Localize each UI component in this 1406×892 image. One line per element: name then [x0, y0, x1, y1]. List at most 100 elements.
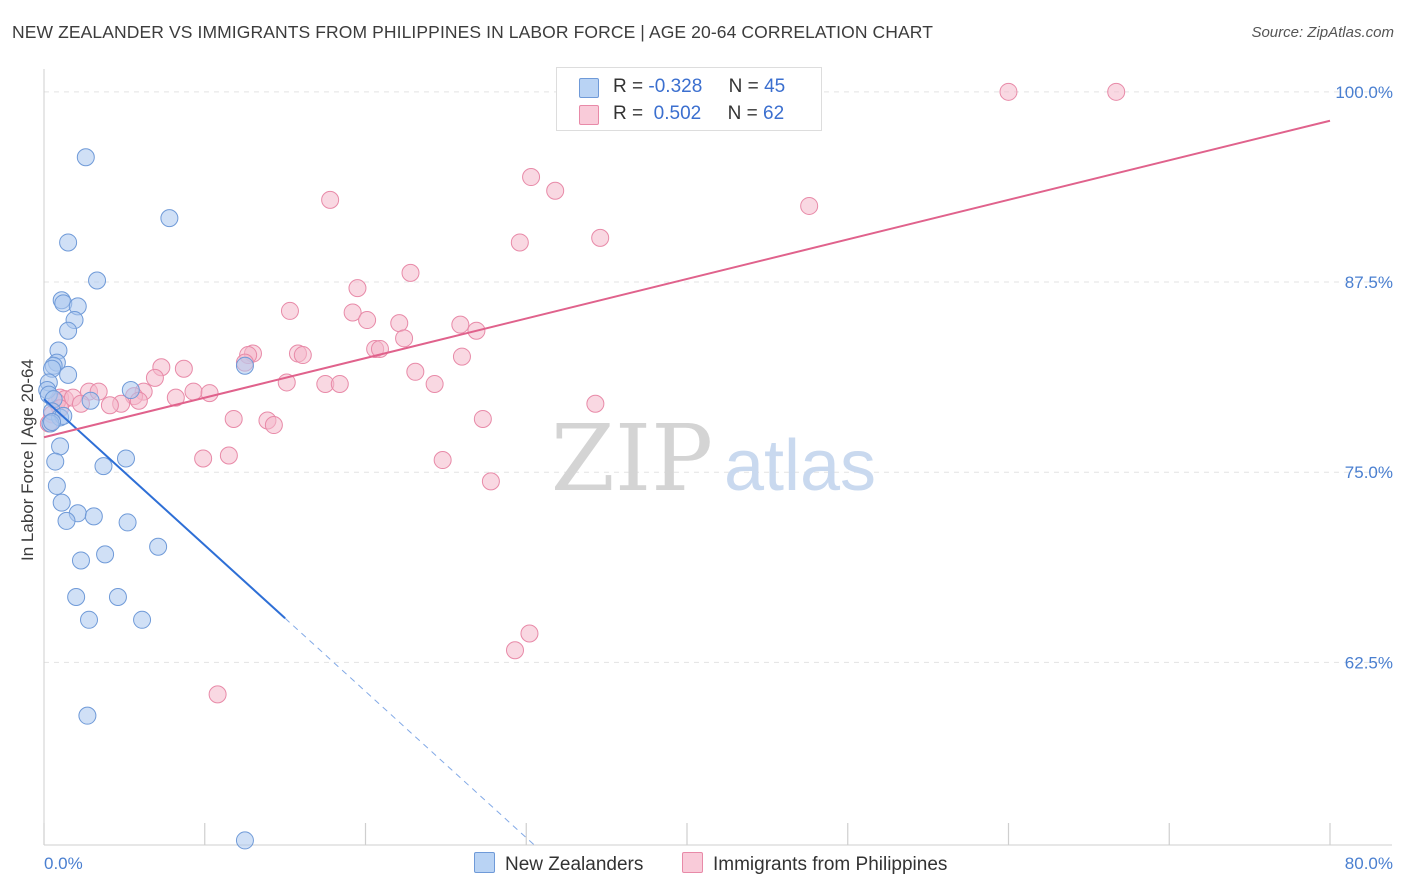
point-new-zealander: [71, 551, 90, 570]
trend-lines: [43, 119, 1331, 846]
point-new-zealander: [235, 356, 254, 375]
point-philippines: [1107, 82, 1126, 101]
y-tick-label: 62.5%: [1345, 653, 1393, 672]
point-new-zealander: [59, 365, 78, 384]
legend-swatch-blue: [579, 78, 599, 98]
point-philippines: [100, 396, 119, 415]
point-new-zealander: [116, 449, 135, 468]
trend-line-new-zealanders-extension: [284, 617, 535, 846]
point-philippines: [481, 472, 500, 491]
legend-n-label: N =: [727, 103, 758, 124]
bottom-legend-label: New Zealanders: [505, 854, 644, 875]
x-tick-label: 0.0%: [44, 854, 83, 873]
bottom-legend-swatch-pink: [682, 852, 703, 873]
point-philippines: [348, 279, 367, 298]
point-new-zealander: [235, 831, 254, 850]
bottom-legend-swatch-blue: [474, 852, 495, 873]
y-tick-label: 75.0%: [1345, 463, 1393, 482]
point-philippines: [520, 624, 539, 643]
point-new-zealander: [59, 233, 78, 252]
y-tick-label: 100.0%: [1335, 83, 1393, 102]
watermark-zip: ZIP: [551, 405, 713, 512]
point-new-zealander: [149, 537, 168, 556]
point-philippines: [166, 388, 185, 407]
bottom-legend-philippines: Immigrants from Philippines: [682, 852, 947, 876]
point-new-zealander: [47, 476, 66, 495]
point-philippines: [800, 196, 819, 215]
legend-n-label: N =: [728, 76, 759, 97]
point-philippines: [174, 359, 193, 378]
point-new-zealander: [121, 381, 140, 400]
point-philippines: [321, 190, 340, 209]
point-philippines: [473, 409, 492, 428]
point-philippines: [208, 685, 227, 704]
bottom-legend-new-zealanders: New Zealanders: [474, 852, 643, 876]
point-philippines: [293, 346, 312, 365]
point-philippines: [505, 641, 524, 660]
trend-line-philippines: [43, 119, 1331, 439]
point-philippines: [999, 82, 1018, 101]
point-philippines: [264, 416, 283, 435]
point-new-zealander: [84, 507, 103, 526]
point-new-zealander: [46, 452, 65, 471]
point-philippines: [390, 314, 409, 333]
gridlines: [44, 91, 1392, 663]
series-new-zealanders-points: [38, 148, 254, 850]
bottom-legend-label: Immigrants from Philippines: [713, 854, 948, 875]
legend-n-value: 45: [764, 76, 786, 97]
point-philippines: [546, 181, 565, 200]
trend-line-new-zealanders: [43, 398, 286, 620]
point-philippines: [452, 347, 471, 366]
point-philippines: [395, 329, 414, 348]
legend-r-label: R =: [613, 103, 644, 124]
point-philippines: [586, 394, 605, 413]
legend-r-label: R =: [613, 76, 644, 97]
legend-r-value: 0.502: [648, 103, 702, 124]
point-new-zealander: [94, 457, 113, 476]
point-new-zealander: [133, 610, 152, 629]
point-new-zealander: [51, 437, 70, 456]
point-new-zealander: [52, 493, 71, 512]
point-philippines: [224, 409, 243, 428]
point-philippines: [194, 449, 213, 468]
y-tick-label: 87.5%: [1345, 273, 1393, 292]
point-new-zealander: [78, 706, 97, 725]
point-philippines: [200, 384, 219, 403]
point-new-zealander: [59, 321, 78, 340]
point-philippines: [451, 315, 470, 334]
point-philippines: [401, 263, 420, 282]
point-philippines: [343, 303, 362, 322]
point-new-zealander: [67, 587, 86, 606]
point-new-zealander: [43, 413, 62, 432]
legend-r-value: -0.328: [648, 76, 703, 97]
point-new-zealander: [118, 513, 137, 532]
point-new-zealander: [96, 545, 115, 564]
point-philippines: [358, 311, 377, 330]
correlation-legend: R = -0.328 N = 45 R = 0.502 N = 62: [556, 67, 822, 131]
point-philippines: [280, 301, 299, 320]
watermark: ZIP atlas: [551, 405, 876, 512]
axes: [43, 69, 1392, 846]
x-tick-label: 80.0%: [1345, 854, 1393, 873]
point-philippines: [591, 228, 610, 247]
legend-swatch-pink: [579, 105, 599, 125]
source-label: Source: ZipAtlas.com: [1251, 24, 1394, 41]
point-philippines: [330, 374, 349, 393]
point-new-zealander: [160, 209, 179, 228]
point-philippines: [406, 362, 425, 381]
point-philippines: [145, 368, 164, 387]
legend-n-value: 62: [763, 103, 785, 124]
point-philippines: [522, 168, 541, 187]
point-new-zealander: [76, 148, 95, 167]
point-philippines: [433, 451, 452, 470]
point-new-zealander: [81, 391, 100, 410]
series-philippines-points: [39, 82, 1126, 704]
point-new-zealander: [80, 610, 99, 629]
point-philippines: [184, 382, 203, 401]
tick-labels: 100.0% 87.5% 75.0% 62.5% 0.0% 80.0%: [44, 83, 1393, 873]
point-new-zealander: [108, 587, 127, 606]
point-philippines: [510, 233, 529, 252]
point-philippines: [219, 446, 238, 465]
chart-title: NEW ZEALANDER VS IMMIGRANTS FROM PHILIPP…: [12, 22, 934, 42]
